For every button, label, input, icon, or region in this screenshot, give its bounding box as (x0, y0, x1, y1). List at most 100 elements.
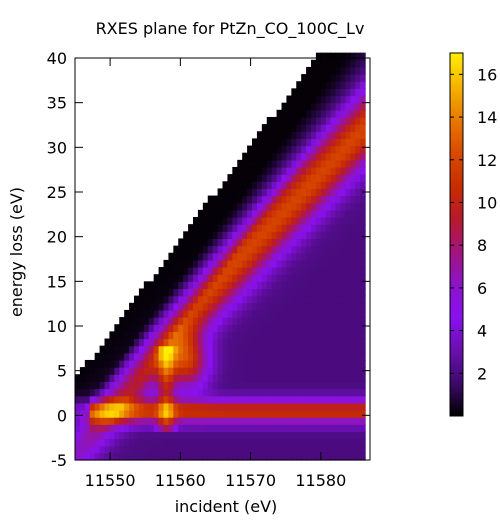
heatmap-cell (266, 195, 273, 204)
heatmap-cell (306, 438, 312, 447)
heatmap-cell (134, 331, 140, 340)
heatmap-cell (202, 338, 209, 347)
heatmap-cell (330, 274, 337, 282)
heatmap-cell (153, 431, 160, 440)
heatmap-cell (311, 409, 317, 418)
heatmap-cell (335, 116, 342, 125)
heatmap-cell (227, 288, 233, 297)
heatmap-cell (247, 395, 253, 404)
heatmap-cell (340, 181, 347, 190)
heatmap-cell (335, 309, 342, 318)
heatmap-cell (355, 131, 361, 139)
heatmap-cell (158, 281, 165, 290)
heatmap-cell (188, 345, 194, 354)
heatmap-cell (315, 159, 322, 168)
heatmap-cell (360, 66, 366, 75)
heatmap-cell (266, 438, 273, 447)
heatmap-cell (325, 331, 332, 340)
heatmap-cell (301, 259, 307, 268)
heatmap-cell (320, 195, 327, 204)
heatmap-cell (242, 245, 248, 254)
heatmap-cell (325, 445, 332, 454)
heatmap-cell (345, 402, 351, 411)
heatmap-cell (335, 88, 342, 97)
heatmap-cell (350, 445, 356, 454)
heatmap-cell (311, 95, 317, 104)
heatmap-cell (99, 352, 106, 361)
heatmap-cell (217, 274, 224, 282)
heatmap-cell (286, 252, 292, 261)
heatmap-cell (325, 138, 332, 147)
heatmap-cell (222, 359, 229, 368)
heatmap-cell (158, 359, 165, 368)
heatmap-cell (114, 359, 120, 368)
heatmap-cell (306, 281, 312, 290)
heatmap-cell (266, 331, 273, 340)
heatmap-cell (212, 281, 219, 290)
heatmap-cell (345, 381, 351, 390)
heatmap-cell (350, 381, 356, 390)
heatmap-cell (306, 445, 312, 454)
heatmap-cell (340, 231, 347, 240)
heatmap-cell (237, 317, 243, 325)
heatmap-cell (207, 374, 214, 382)
heatmap-cell (193, 224, 199, 232)
heatmap-cell (261, 181, 268, 190)
heatmap-cell (109, 345, 115, 354)
heatmap-cell (325, 317, 332, 325)
heatmap-cell (315, 302, 322, 311)
heatmap-cell (212, 345, 219, 354)
heatmap-cell (311, 88, 317, 97)
heatmap-cell (178, 267, 184, 275)
heatmap-cell (148, 431, 155, 440)
heatmap-cell (296, 174, 302, 182)
heatmap-cell (340, 81, 347, 89)
heatmap-cell (138, 288, 145, 297)
heatmap-cell (163, 309, 170, 318)
heatmap-cell (271, 345, 278, 354)
heatmap-cell (315, 138, 322, 147)
heatmap-cell (89, 409, 96, 418)
heatmap-cell (281, 409, 288, 418)
heatmap-cell (350, 145, 356, 154)
heatmap-cell (320, 367, 327, 375)
heatmap-cell (261, 288, 268, 297)
heatmap-cell (350, 331, 356, 340)
heatmap-cell (237, 259, 243, 268)
heatmap-cell (301, 195, 307, 204)
heatmap-cell (138, 417, 145, 425)
heatmap-cell (311, 159, 317, 168)
heatmap-cell (360, 224, 366, 232)
heatmap-cell (291, 345, 297, 354)
heatmap-cell (340, 331, 347, 340)
heatmap-cell (84, 417, 91, 425)
colorbar-tick-label: 4 (477, 322, 487, 341)
heatmap-cell (173, 374, 179, 382)
heatmap-cell (291, 388, 297, 397)
heatmap-cell (222, 452, 229, 461)
heatmap-cell (350, 288, 356, 297)
heatmap-cell (330, 424, 337, 433)
heatmap-cell (301, 145, 307, 154)
heatmap-cell (315, 345, 322, 354)
heatmap-cell (306, 181, 312, 190)
heatmap-cell (286, 359, 292, 368)
heatmap-cell (163, 395, 170, 404)
heatmap-cell (340, 374, 347, 382)
heatmap-cell (173, 417, 179, 425)
heatmap-cell (124, 381, 130, 390)
heatmap-cell (222, 309, 229, 318)
heatmap-cell (138, 317, 145, 325)
heatmap-cell (276, 309, 283, 318)
heatmap-cell (212, 359, 219, 368)
heatmap-cell (143, 402, 150, 411)
heatmap-cell (360, 274, 366, 282)
heatmap-cell (335, 345, 342, 354)
heatmap-cell (256, 217, 263, 225)
heatmap-cell (350, 231, 356, 240)
heatmap-cell (291, 245, 297, 254)
heatmap-cell (163, 452, 170, 461)
heatmap-cell (75, 431, 81, 440)
heatmap-cell (202, 309, 209, 318)
heatmap-cell (360, 252, 366, 261)
